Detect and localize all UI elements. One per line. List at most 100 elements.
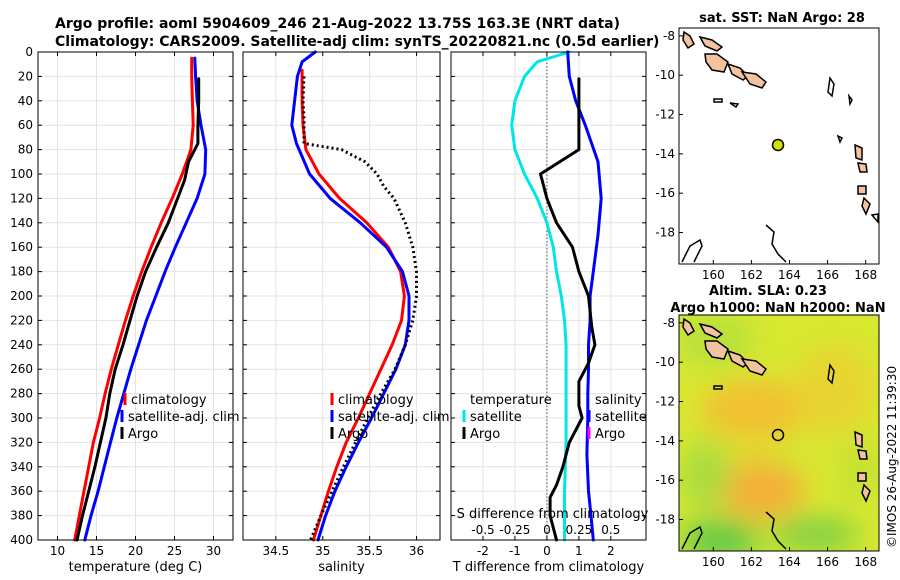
- x-tick-label: -2: [477, 544, 489, 558]
- y-tick-label: 380: [10, 509, 33, 523]
- series-line-climatology: [73, 56, 195, 542]
- series-line-argo: [301, 76, 418, 541]
- island: [698, 322, 724, 339]
- top-x-tick-label: -0.5: [471, 523, 494, 537]
- sla-map-frame: [678, 314, 880, 552]
- island: [857, 472, 867, 482]
- y-tick-label: 300: [10, 411, 33, 425]
- sla-anomaly: [795, 345, 875, 435]
- x-axis-label: T difference from climatology: [452, 560, 645, 575]
- y-tick-label: 180: [10, 265, 33, 279]
- legend-argo-label: Argo: [338, 427, 368, 442]
- sla-anomaly: [838, 440, 879, 500]
- x-tick-label: 34.5: [262, 544, 289, 558]
- x-tick-label: 15: [89, 544, 104, 558]
- sla-anomaly: [715, 460, 805, 520]
- y-tick-label: 120: [10, 191, 33, 205]
- sla-anomaly: [679, 315, 755, 365]
- island: [740, 358, 768, 376]
- legend-climatology-label: climatology: [131, 393, 207, 408]
- map-lon-label: 160: [702, 555, 725, 569]
- map-lat-label: -18: [655, 226, 675, 240]
- map-lon-label: 164: [778, 555, 801, 569]
- series-line-temperature-satellite: [510, 50, 571, 542]
- sla-map-axes: 160 162 164 166 168 -8 -10 -12 -14 -16 -18: [655, 316, 877, 569]
- map-lat-label: -16: [655, 473, 675, 487]
- legend-temp-satellite-label: satellite: [470, 410, 522, 425]
- map-lat-label: -10: [655, 355, 675, 369]
- y-tick-label: 60: [18, 118, 33, 132]
- map-lat-label: -10: [655, 68, 675, 82]
- temperature-chart: 0 20 40 60 80 100 120 140 160 180 200 220 240 260 280 3…: [10, 45, 234, 575]
- x-tick-label: 25: [167, 544, 182, 558]
- sst-map-title: sat. SST: NaN Argo: 28: [699, 11, 865, 26]
- top-x-tick-label: 0.25: [566, 523, 593, 537]
- legend-satellite-label: satellite-adj. clim: [128, 410, 240, 425]
- y-tick-label: 0: [25, 45, 33, 59]
- argo-float-marker: [771, 138, 785, 152]
- island: [870, 213, 879, 225]
- legend-climatology-label: climatology: [338, 393, 414, 408]
- island: [827, 362, 835, 385]
- island: [827, 75, 835, 98]
- island: [857, 185, 867, 195]
- australia-coast: [681, 238, 703, 263]
- top-axis-label: S difference from climatology: [457, 507, 649, 522]
- island: [857, 162, 868, 173]
- x-tick-label: 0: [543, 544, 551, 558]
- top-x-tick-label: -0.25: [499, 523, 530, 537]
- map-lon-label: 162: [740, 268, 763, 282]
- island: [682, 317, 695, 337]
- map-lat-label: -8: [663, 29, 675, 43]
- island: [861, 196, 871, 216]
- island: [713, 385, 723, 390]
- map-lat-label: -14: [655, 434, 675, 448]
- sla-anomaly: [770, 517, 860, 551]
- map-lat-label: -14: [655, 147, 675, 161]
- series-line-climatology: [300, 68, 406, 542]
- y-tick-label: 160: [10, 240, 33, 254]
- map-lon-label: 168: [854, 268, 877, 282]
- top-x-tick-label: 0: [543, 523, 551, 537]
- title-line2: Climatology: CARS2009. Satellite-adj cli…: [55, 34, 659, 50]
- sla-map-title: Altim. SLA: 0.23: [709, 284, 827, 299]
- copyright-stamp: ©IMOS 26-Aug-2022 11:39:30: [885, 366, 899, 548]
- sla-map: Altim. SLA: 0.23 Argo h1000: NaN h2000: …: [655, 284, 885, 569]
- x-tick-label: 36: [409, 544, 424, 558]
- new-caledonia-coast: [765, 511, 787, 550]
- map-lat-label: -12: [655, 108, 675, 122]
- salinity-legend: climatology satellite-adj. clim Argo: [330, 393, 450, 442]
- x-axis-label: salinity: [318, 560, 365, 575]
- island: [729, 102, 740, 109]
- y-tick-label: 140: [10, 216, 33, 230]
- y-tick-label: 280: [10, 387, 33, 401]
- y-tick-label: 80: [18, 143, 33, 157]
- map-lon-label: 162: [740, 555, 763, 569]
- island: [854, 143, 863, 162]
- island: [836, 134, 844, 144]
- legend-argo-label: Argo: [128, 427, 158, 442]
- x-tick-label: 1: [575, 544, 583, 558]
- island: [847, 93, 853, 107]
- y-tick-label: 320: [10, 435, 33, 449]
- island: [854, 430, 863, 449]
- new-caledonia-coast: [765, 224, 787, 263]
- map-lat-label: -18: [655, 513, 675, 527]
- map-lat-label: -8: [663, 316, 675, 330]
- map-lat-label: -16: [655, 186, 675, 200]
- island: [857, 449, 868, 460]
- x-tick-label: 35.5: [356, 544, 383, 558]
- y-tick-label: 200: [10, 289, 33, 303]
- argo-float-marker: [771, 428, 785, 442]
- map-lon-label: 168: [854, 555, 877, 569]
- sst-map: sat. SST: NaN Argo: 28 160 162 164 166 168 -8…: [655, 11, 880, 282]
- x-tick-label: 2: [607, 544, 615, 558]
- island: [704, 340, 729, 360]
- series-line-satellite-adj-clim: [290, 50, 411, 542]
- sla-field: [679, 315, 879, 551]
- x-tick-label: 35: [315, 544, 330, 558]
- temperature-legend: climatology satellite-adj. clim Argo: [120, 393, 240, 442]
- series-line-argo: [75, 77, 201, 542]
- island: [682, 30, 695, 50]
